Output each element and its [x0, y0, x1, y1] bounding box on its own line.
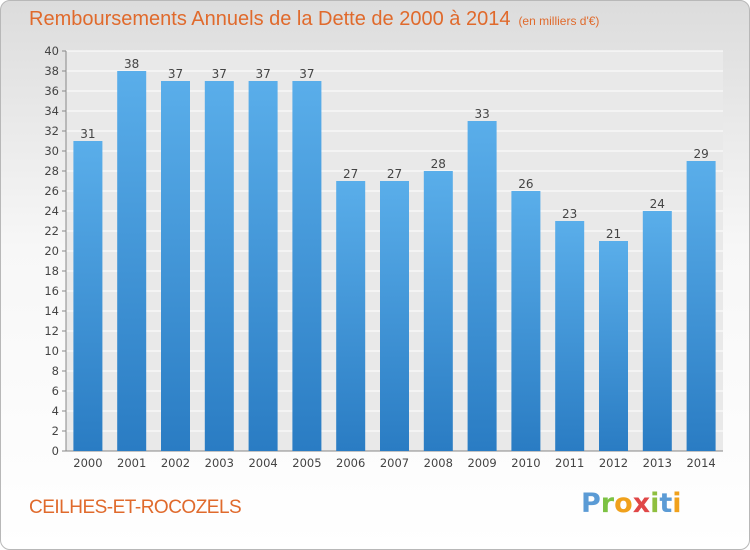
bar: [511, 191, 541, 451]
y-tick-label: 40: [44, 44, 59, 58]
chart-title-text: Remboursements Annuels de la Dette de 20…: [29, 8, 511, 30]
y-tick-label: 12: [44, 324, 59, 338]
y-tick-label: 30: [44, 144, 59, 158]
data-label: 21: [606, 227, 621, 241]
data-label: 31: [80, 127, 95, 141]
x-tick-label: 2002: [161, 456, 190, 470]
x-tick-label: 2011: [555, 456, 584, 470]
y-tick-label: 0: [52, 444, 59, 458]
y-tick-label: 32: [44, 124, 59, 138]
y-tick-label: 24: [44, 204, 59, 218]
data-label: 28: [431, 157, 446, 171]
x-tick-label: 2003: [205, 456, 234, 470]
data-label: 24: [650, 197, 665, 211]
y-tick-label: 38: [44, 64, 59, 78]
y-tick-label: 34: [44, 104, 59, 118]
y-tick-label: 14: [44, 304, 59, 318]
x-tick-label: 2000: [73, 456, 102, 470]
data-label: 37: [299, 67, 314, 81]
proxiti-logo: Proxiti: [581, 488, 682, 519]
y-tick-label: 6: [52, 384, 59, 398]
bar: [161, 81, 190, 451]
y-tick-label: 36: [44, 84, 59, 98]
y-tick-label: 2: [52, 424, 59, 438]
bar: [73, 141, 103, 451]
y-tick-label: 4: [52, 404, 59, 418]
bar: [555, 221, 585, 451]
bar: [467, 121, 497, 451]
data-label: 37: [212, 67, 227, 81]
data-label: 26: [518, 177, 533, 191]
y-tick-label: 10: [44, 344, 59, 358]
bar: [117, 71, 147, 451]
bar: [599, 241, 628, 451]
y-tick-label: 26: [44, 184, 59, 198]
x-tick-label: 2012: [599, 456, 628, 470]
bar: [292, 81, 322, 451]
x-tick-label: 2007: [380, 456, 409, 470]
bar: [642, 211, 672, 451]
bar: [248, 81, 278, 451]
y-tick-label: 28: [44, 164, 59, 178]
data-label: 27: [387, 167, 402, 181]
data-label: 37: [255, 67, 270, 81]
x-tick-label: 2001: [117, 456, 146, 470]
data-label: 29: [693, 147, 708, 161]
y-tick-label: 18: [44, 264, 59, 278]
data-label: 23: [562, 207, 577, 221]
data-label: 37: [168, 67, 183, 81]
x-tick-label: 2005: [292, 456, 321, 470]
bar: [336, 181, 366, 451]
y-tick-label: 8: [52, 364, 59, 378]
y-tick-label: 16: [44, 284, 59, 298]
y-tick-label: 22: [44, 224, 59, 238]
data-label: 27: [343, 167, 358, 181]
bar: [686, 161, 716, 451]
y-tick-label: 20: [44, 244, 59, 258]
x-tick-label: 2013: [643, 456, 672, 470]
x-tick-label: 2010: [511, 456, 540, 470]
chart-title: Remboursements Annuels de la Dette de 20…: [29, 8, 599, 31]
data-label: 33: [474, 107, 489, 121]
x-tick-label: 2014: [686, 456, 715, 470]
bar: [423, 171, 453, 451]
x-tick-label: 2009: [467, 456, 496, 470]
x-tick-label: 2004: [248, 456, 277, 470]
data-label: 38: [124, 57, 139, 71]
city-name: CEILHES-ET-ROCOZELS: [29, 497, 242, 518]
bar: [204, 81, 234, 451]
chart-unit: (en milliers d'€): [518, 14, 600, 28]
x-tick-label: 2006: [336, 456, 365, 470]
x-tick-label: 2008: [424, 456, 453, 470]
bar: [380, 181, 409, 451]
